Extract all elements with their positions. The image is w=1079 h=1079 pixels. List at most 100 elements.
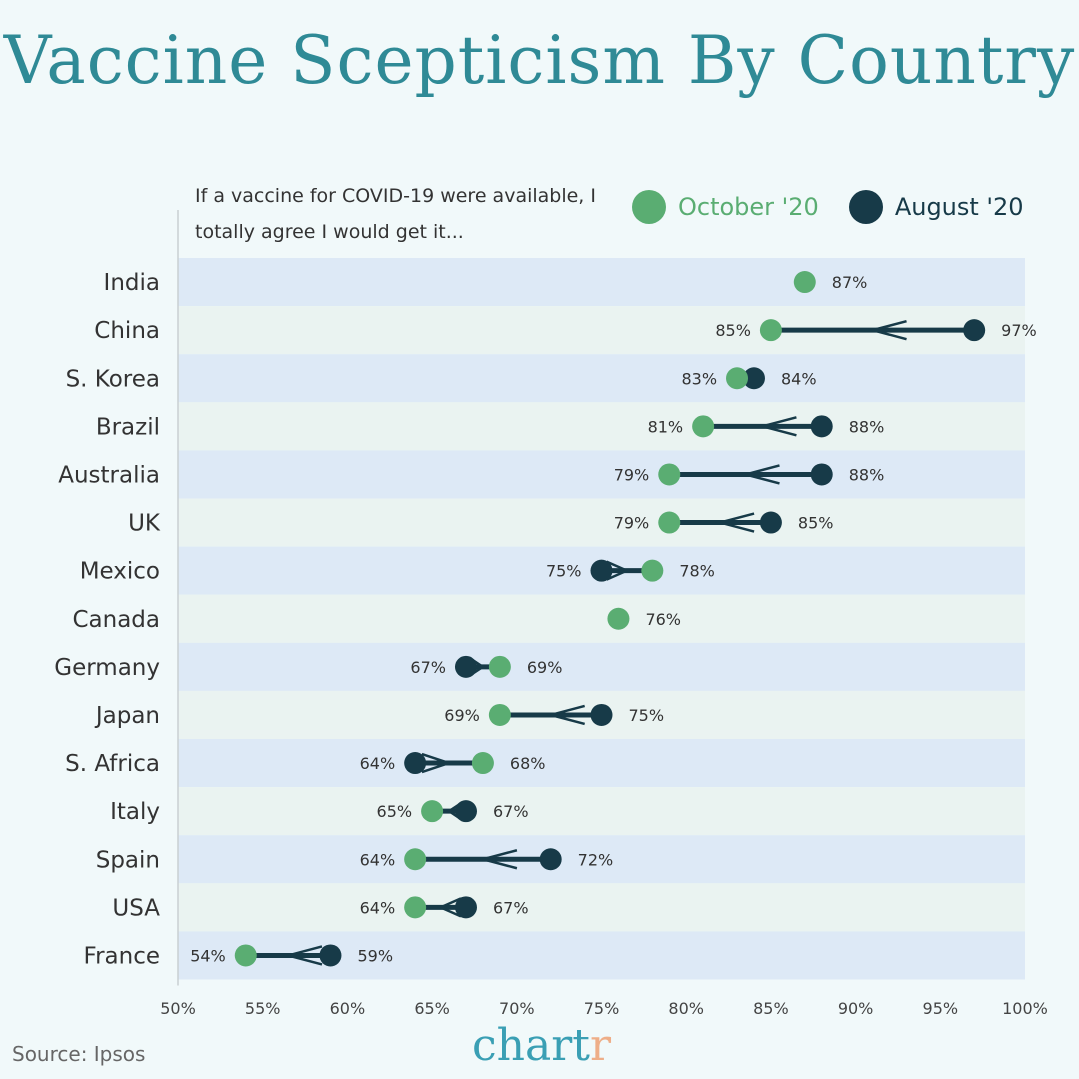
country-label: India	[104, 270, 160, 296]
country-label: USA	[112, 895, 160, 921]
x-tick-label: 85%	[753, 999, 789, 1018]
value-label: 85%	[715, 321, 751, 340]
october-point	[421, 800, 444, 823]
value-label: 79%	[614, 514, 650, 533]
logo-accent: r	[589, 1020, 611, 1071]
country-label: UK	[128, 511, 161, 537]
value-label: 67%	[493, 898, 529, 917]
october-point	[488, 703, 511, 726]
country-label: Canada	[72, 607, 160, 633]
source-note: Source: Ipsos	[12, 1042, 146, 1066]
value-label: 75%	[629, 706, 665, 725]
value-label: 59%	[357, 946, 393, 965]
value-label: 85%	[798, 514, 834, 533]
country-label: S. Korea	[66, 366, 160, 392]
page-title: Vaccine Scepticism By Country	[3, 22, 1076, 99]
country-label: Australia	[58, 462, 160, 488]
october-point	[793, 271, 816, 294]
direction-arrow	[283, 945, 323, 966]
october-point	[404, 896, 427, 919]
direction-arrow	[545, 704, 585, 726]
value-label: 69%	[527, 658, 563, 677]
august-point	[742, 367, 765, 390]
direction-arrow	[606, 560, 630, 581]
october-point	[692, 415, 715, 438]
x-tick-label: 55%	[245, 999, 281, 1018]
value-label: 97%	[1001, 321, 1037, 340]
august-point	[759, 511, 782, 534]
august-point	[454, 800, 477, 823]
row-band	[178, 787, 1025, 836]
october-point	[759, 319, 782, 342]
x-tick-label: 65%	[414, 999, 450, 1018]
row-band	[178, 594, 1025, 643]
value-label: 81%	[648, 417, 684, 436]
value-label: 72%	[578, 850, 614, 869]
country-label: Spain	[96, 847, 160, 873]
october-point	[404, 848, 427, 871]
country-label: Germany	[54, 655, 160, 681]
august-point	[454, 896, 477, 919]
logo-main: chart	[472, 1020, 590, 1071]
august-point	[590, 703, 613, 726]
august-point	[590, 559, 613, 582]
direction-arrow	[757, 416, 797, 437]
x-tick-label: 95%	[923, 999, 959, 1018]
direction-arrow	[715, 512, 755, 533]
row-band	[178, 883, 1025, 932]
row-band	[178, 835, 1025, 884]
october-point	[726, 367, 749, 390]
row-band	[178, 498, 1025, 547]
legend-october-label: October '20	[678, 193, 819, 221]
legend-august-marker	[848, 190, 883, 224]
row-band	[178, 354, 1025, 403]
country-label: China	[94, 318, 160, 344]
value-label: 83%	[681, 369, 717, 388]
row-band	[178, 402, 1025, 451]
direction-arrow	[421, 752, 454, 774]
october-point	[488, 655, 511, 678]
country-label: Italy	[110, 799, 160, 825]
value-label: 79%	[614, 465, 650, 484]
august-point	[539, 848, 562, 871]
row-band	[178, 450, 1025, 499]
legend-august-label: August '20	[894, 193, 1024, 221]
value-label: 87%	[832, 273, 868, 292]
direction-arrow	[437, 897, 462, 918]
value-label: 69%	[444, 706, 480, 725]
value-label: 65%	[377, 802, 413, 821]
october-point	[658, 511, 681, 534]
value-label: 54%	[190, 946, 226, 965]
october-point	[607, 607, 630, 630]
value-label: 64%	[360, 754, 396, 773]
chart-subtitle: If a vaccine for COVID-19 were available…	[195, 185, 596, 243]
country-label: Mexico	[80, 559, 160, 585]
value-label: 76%	[645, 610, 681, 629]
august-point	[404, 752, 427, 775]
value-label: 67%	[410, 658, 446, 677]
august-point	[810, 415, 833, 438]
direction-arrow	[478, 849, 518, 870]
country-label: Japan	[94, 703, 160, 729]
value-label: 67%	[493, 802, 529, 821]
country-label: France	[84, 943, 160, 969]
value-label: 75%	[546, 562, 582, 581]
legend-october-marker	[632, 190, 666, 224]
value-label: 88%	[849, 417, 885, 436]
x-tick-label: 90%	[838, 999, 874, 1018]
legend: October '20 August '20	[632, 190, 1024, 224]
value-label: 64%	[360, 850, 396, 869]
value-label: 78%	[679, 562, 715, 581]
row-band	[178, 739, 1025, 788]
august-point	[810, 463, 833, 486]
value-label: 88%	[849, 465, 885, 484]
row-band	[178, 642, 1025, 691]
october-point	[234, 944, 257, 967]
value-label: 64%	[360, 898, 396, 917]
october-point	[658, 463, 681, 486]
x-tick-label: 80%	[668, 999, 704, 1018]
x-tick-label: 75%	[584, 999, 620, 1018]
august-point	[319, 944, 342, 967]
